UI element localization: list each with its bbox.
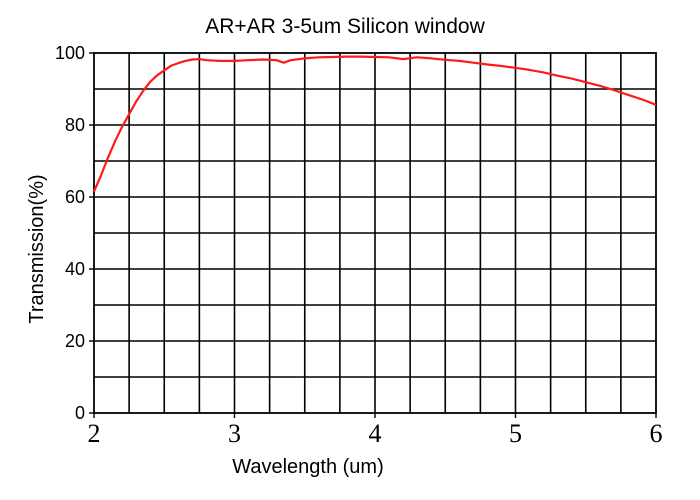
- x-tick-label: 3: [228, 419, 241, 448]
- y-tick-label: 60: [65, 187, 85, 207]
- transmission-series-line: [92, 55, 657, 193]
- plot-frame: [93, 52, 657, 414]
- x-tick-label: 4: [369, 419, 382, 448]
- x-tick-labels: 2 3 4 5 6: [88, 419, 663, 448]
- axis-ticks: [89, 52, 657, 418]
- x-tick-label: 2: [88, 419, 101, 448]
- y-tick-label: 20: [65, 331, 85, 351]
- grid-lines: [94, 53, 656, 413]
- x-tick-label: 5: [509, 419, 522, 448]
- y-tick-label: 0: [75, 403, 85, 423]
- x-tick-label: 6: [650, 419, 663, 448]
- y-tick-label: 80: [65, 115, 85, 135]
- y-tick-labels: 0 20 40 60 80 100: [55, 43, 85, 423]
- y-axis-title: Transmission(%): [26, 174, 48, 323]
- x-axis-title: Wavelength (um): [232, 456, 384, 478]
- y-tick-label: 40: [65, 259, 85, 279]
- y-tick-label: 100: [55, 43, 85, 63]
- chart-title: AR+AR 3-5um Silicon window: [205, 15, 485, 38]
